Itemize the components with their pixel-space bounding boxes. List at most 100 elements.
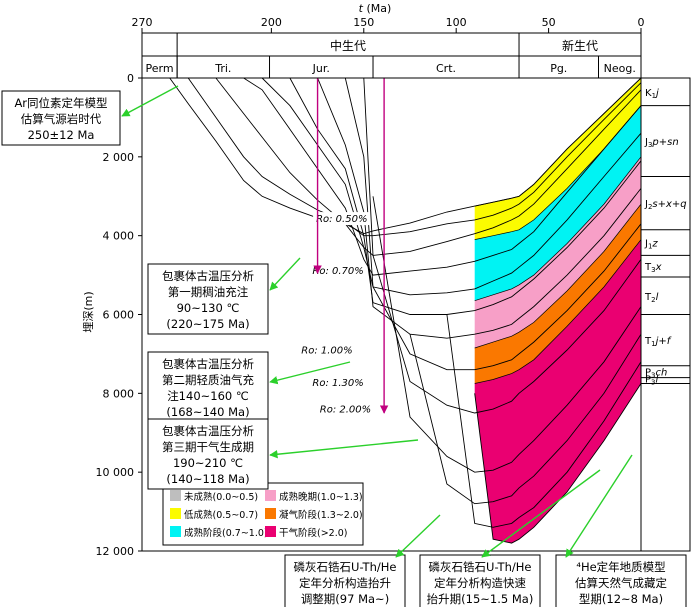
legend-label: 干气阶段(>2.0) [279,527,347,539]
callout-oil-line: (220~175 Ma) [166,317,249,331]
ro-label: Ro: 2.00% [320,404,371,415]
period-label: Perm [146,62,174,75]
legend-swatch [265,490,276,501]
ro-boundary-4 [474,239,642,384]
callout-light-arrow [269,361,351,385]
ro-boundary-1 [474,105,642,240]
stratum-label: T1j+f [644,336,672,348]
burial-line-11 [446,314,642,528]
x-axis-title: t (Ma) [359,2,392,15]
burial-line-3 [243,77,642,276]
legend: 未成熟(0.0~0.5) 成熟晚期(1.0~1.3) 低成熟(0.5~0.7) 凝气阶… [162,482,364,546]
callout-oil-line: 第一期稠油充注 [168,285,249,299]
ro-label: Ro: 1.00% [301,345,352,356]
surface-mask [142,78,641,234]
callout-ar-line: Ar同位素定年模型 [14,96,107,110]
burial-line-6 [317,77,642,339]
burial-line-7 [344,77,642,371]
burial-line-5 [289,77,642,315]
legend-label: 未成熟(0.0~0.5) [184,491,258,503]
callout-ar-line: 估算气源岩时代 [21,112,102,126]
legend-swatch [170,490,181,501]
burial-line-8 [363,77,642,414]
era-label: 中生代 [330,38,366,53]
x-tick-label: 200 [261,16,282,29]
ro-boundary-2 [474,156,642,302]
callout-apatite1-arrow [395,514,441,558]
ro-label-bg [309,264,366,278]
stratum-label: J3p+sn [644,137,679,149]
burial-line-12 [474,383,642,544]
callout-light-line: 第二期轻质油气充 [162,373,254,387]
legend-swatch [170,526,181,537]
callout-apatite2-arrow [481,469,601,558]
y-tick-label: 2 000 [103,151,135,164]
x-tick-label: 150 [353,16,374,29]
x-tick-label: 0 [638,16,645,29]
base-mask [474,383,641,551]
callout-he-line: 估算天然气成藏定 [575,576,667,590]
callout-ar-line: 250±12 Ma [28,128,95,142]
callout-apatite1-line: 定年分析构造抬升 [299,576,391,590]
callout-apatite2-line: 抬升期(15~1.5 Ma) [427,592,534,606]
callout-oil-line: 90~130 ℃ [177,301,240,315]
ro-label-bg [313,212,370,226]
ro-label-bg [316,402,374,416]
callout-dry-line: 190~210 ℃ [173,456,243,470]
callout-apatite1-box [284,554,406,610]
callout-dry-arrow [269,439,419,459]
stratum-label: T2l [644,292,659,304]
period-label: Tri. [214,62,231,75]
callout-he-arrow [565,454,633,558]
era-label: 新生代 [562,38,598,53]
callout-light-line: 注140~160 ℃ [167,389,249,403]
ro-label-bg [309,376,366,390]
x-tick-label: 100 [446,16,467,29]
legend-label: 成熟阶段(0.7~1.0) [184,527,268,539]
callout-light-line: (168~140 Ma) [166,405,249,419]
stratum-label: J1z [644,239,658,251]
callout-he-line: 型期(12~8 Ma) [579,592,663,606]
burial-line-1 [187,77,642,237]
burial-line-2 [215,77,642,256]
callout-apatite2-line: 定年分析构造快速 [434,576,526,590]
period-label: Jur. [312,62,330,75]
callout-apatite1-line: 调整期(97 Ma~) [301,592,389,606]
burial-line-9 [372,196,642,473]
maturity-zone-4 [474,204,641,384]
callout-apatite2-line: 磷灰石锆石U-Th/He [429,560,532,574]
y-tick-label: 0 [127,72,134,85]
callout-oil-line: 包裹体古温压分析 [162,269,254,283]
callout-ar-box [1,90,121,146]
callout-dry-line: 第三期干气生成期 [162,440,254,454]
callout-dry-box [147,418,269,490]
charge-events [313,78,389,414]
ro-label: Ro: 0.50% [316,214,367,225]
callout-apatite1-line: 磷灰石锆石U-Th/He [294,560,397,574]
legend-swatch [265,508,276,519]
stratum-label: P3l [645,374,659,386]
burial-line-10 [409,333,642,505]
y-tick-label: 10 000 [96,466,135,479]
callout-dry-line: 包裹体古温压分析 [162,424,254,438]
ro-label-bg [298,343,355,357]
stratum-label: P3ch [645,368,667,380]
stratum-label: T3x [644,262,662,274]
period-label: Crt. [436,62,456,75]
x-tick-label: 50 [542,16,556,29]
callout-light-box [147,351,269,423]
period-label: Neog. [604,62,636,75]
legend-swatch [265,526,276,537]
burial-line-4 [261,77,642,296]
y-tick-label: 8 000 [103,387,135,400]
y-axis-title: 埋深(m) [82,291,95,332]
legend-label: 低成熟(0.5~0.7) [184,509,258,521]
legend-label: 凝气阶段(1.3~2.0) [279,509,363,521]
legend-swatch [170,508,181,519]
legend-label: 成熟晚期(1.0~1.3) [279,491,363,503]
callout-ar-arrow [121,85,179,117]
ro-label: Ro: 0.70% [312,266,363,277]
periods: Perm Tri. Jur. Crt. Pg. Neog. [146,56,642,78]
